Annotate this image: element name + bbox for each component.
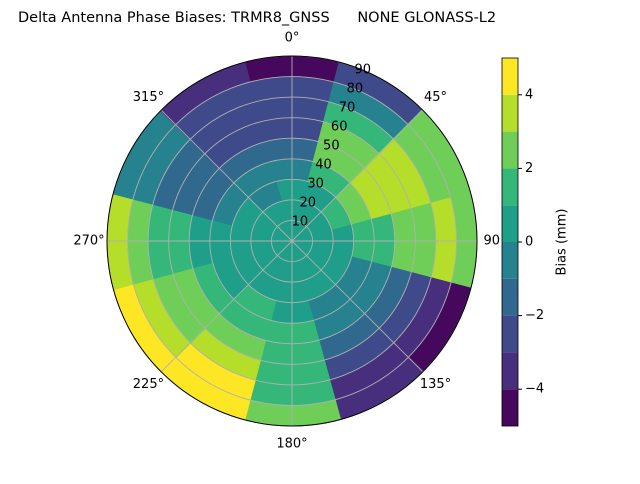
r-tick-label: 50 [323, 139, 340, 154]
angular-grid-line [291, 240, 424, 373]
colorbar-tick-label: −2 [525, 308, 544, 323]
angular-grid-line [291, 109, 424, 242]
colorbar-band [502, 205, 518, 242]
r-tick-label: 70 [339, 101, 356, 116]
r-tick-label: 30 [307, 177, 324, 192]
r-tick-label: 90 [355, 63, 372, 78]
colorbar-band [502, 131, 518, 169]
chart-title: Delta Antenna Phase Biases: TRMR8_GNSS N… [18, 10, 496, 26]
colorbar-tick-label: 0 [525, 235, 533, 250]
r-tick-label: 40 [315, 158, 332, 173]
colorbar-band [502, 58, 518, 95]
colorbar-label: Bias (mm) [555, 209, 570, 276]
angular-grid-line [160, 109, 293, 242]
colorbar-band [502, 315, 518, 353]
theta-tick-label: 0° [285, 31, 300, 46]
colorbar-tick-label: 4 [525, 87, 533, 102]
colorbar-tick-label: 2 [525, 161, 533, 176]
r-tick-label: 10 [292, 215, 309, 230]
theta-tick-label: 270° [73, 234, 104, 249]
r-tick-label: 20 [299, 196, 316, 211]
colorbar-band [502, 389, 518, 426]
polar-frame [106, 55, 478, 427]
colorbar-band [502, 94, 518, 132]
colorbar-band [502, 242, 518, 279]
theta-tick-label: 315° [133, 90, 164, 105]
theta-tick-label: 225° [133, 377, 164, 392]
colorbar-band [502, 278, 518, 316]
colorbar-band [502, 352, 518, 390]
r-tick-label: 80 [347, 82, 364, 97]
colorbar-band [502, 168, 518, 206]
r-tick-label: 60 [331, 120, 348, 135]
angular-grid-line [160, 240, 293, 373]
colorbar-tick-label: −4 [525, 382, 544, 397]
theta-tick-label: 180° [276, 437, 307, 452]
theta-tick-label: 45° [424, 90, 447, 105]
theta-tick-label: 135° [420, 377, 451, 392]
